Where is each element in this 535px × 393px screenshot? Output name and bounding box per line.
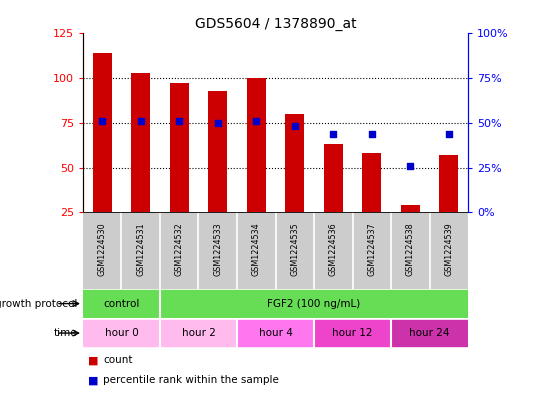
Text: GSM1224531: GSM1224531 [136,222,145,276]
Bar [401,205,420,212]
Bar [83,320,160,346]
Point [175,118,184,124]
Text: GSM1224532: GSM1224532 [175,222,184,276]
Bar [121,212,160,289]
Bar [198,212,237,289]
Point [213,119,222,126]
Bar [324,144,343,212]
Point [445,130,453,137]
Text: hour 12: hour 12 [332,328,373,338]
Bar [285,114,304,212]
Bar [314,212,353,289]
Bar [160,212,198,289]
Bar [362,153,381,212]
Point [252,118,261,124]
Text: GSM1224535: GSM1224535 [291,222,299,276]
Text: hour 4: hour 4 [258,328,293,338]
Bar [439,155,458,212]
Text: GSM1224533: GSM1224533 [213,222,222,276]
Bar [314,320,391,346]
Bar [160,320,237,346]
Bar [83,290,160,317]
Bar [391,212,430,289]
Point [406,163,415,169]
Bar [430,212,468,289]
Text: FGF2 (100 ng/mL): FGF2 (100 ng/mL) [268,299,361,309]
Text: GSM1224539: GSM1224539 [445,222,453,276]
Title: GDS5604 / 1378890_at: GDS5604 / 1378890_at [195,17,356,31]
Text: growth protocol: growth protocol [0,299,78,309]
Text: GSM1224536: GSM1224536 [329,222,338,276]
Text: GSM1224534: GSM1224534 [252,222,261,276]
Text: hour 0: hour 0 [104,328,139,338]
Bar [237,212,276,289]
Text: ■: ■ [88,355,99,365]
Bar [170,83,189,212]
Point [136,118,145,124]
Bar [353,212,391,289]
Text: ■: ■ [88,375,99,386]
Point [291,123,299,130]
Text: GSM1224530: GSM1224530 [98,222,106,276]
Point [98,118,106,124]
Text: GSM1224537: GSM1224537 [368,222,376,276]
Point [368,130,376,137]
Text: hour 24: hour 24 [409,328,450,338]
Bar [160,290,468,317]
Bar [391,320,468,346]
Text: hour 2: hour 2 [181,328,216,338]
Text: time: time [54,328,78,338]
Bar [93,53,112,212]
Text: percentile rank within the sample: percentile rank within the sample [103,375,279,386]
Bar [247,78,266,212]
Text: control: control [103,299,140,309]
Text: count: count [103,355,133,365]
Bar [208,91,227,212]
Bar [276,212,314,289]
Bar [83,212,121,289]
Point [329,130,338,137]
Bar [131,73,150,212]
Bar [237,320,314,346]
Text: GSM1224538: GSM1224538 [406,222,415,276]
